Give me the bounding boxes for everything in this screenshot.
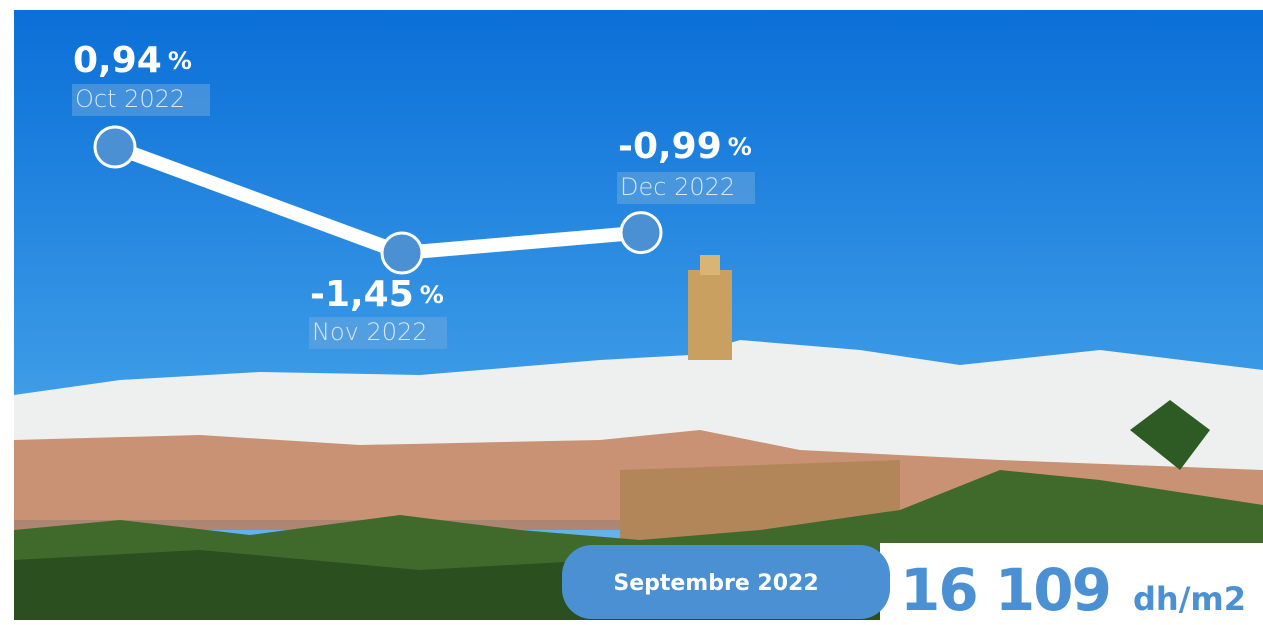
date-label: Dec 2022 [620,173,735,201]
price-value: 16 109 [900,556,1110,624]
price-unit: dh/m2 [1133,580,1246,618]
page: 0,94% Oct 2022 -1,45% Nov 2022 -0,99% Dec 202… [0,0,1263,625]
point [621,213,661,253]
value-unit: % [728,133,752,161]
point [95,127,135,167]
value-number: -0,99 [618,126,722,167]
chart: 0,94% Oct 2022 -1,45% Nov 2022 -0,99% Dec 202… [0,0,1263,625]
point [382,233,422,273]
value-number: 0,94 [73,40,162,81]
price-box: Septembre 2022 16 109 dh/m2 [562,543,1263,624]
value-number: -1,45 [310,274,414,315]
value-unit: % [420,281,444,309]
date-label: Nov 2022 [312,318,428,346]
value-unit: % [168,47,192,75]
value-label: 0,94% [73,40,192,81]
value-label: -0,99% [618,126,752,167]
date-label: Oct 2022 [75,85,185,113]
period: Septembre 2022 [613,571,818,596]
value-label: -1,45% [310,274,444,315]
